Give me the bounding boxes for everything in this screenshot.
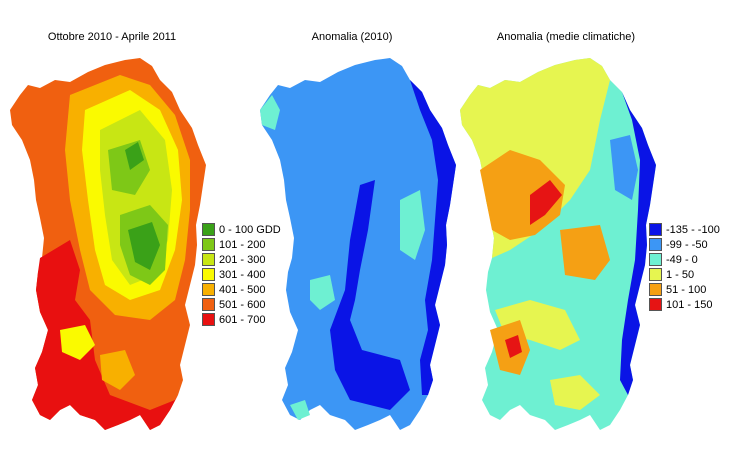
legend-label: -49 - 0 [666, 253, 698, 266]
map-title-anomaly-2010: Anomalia (2010) [311, 31, 393, 43]
legend-swatch [202, 268, 215, 281]
legend-swatch [649, 238, 662, 251]
legend-label: 301 - 400 [219, 268, 266, 281]
map-gdd [10, 58, 206, 430]
legend-item: -49 - 0 [649, 252, 720, 267]
legend-swatch [649, 253, 662, 266]
legend-label: 101 - 150 [666, 298, 713, 311]
legend-label: 501 - 600 [219, 298, 266, 311]
legend-swatch [202, 238, 215, 251]
legend-label: 401 - 500 [219, 283, 266, 296]
legend-item: 501 - 600 [202, 297, 281, 312]
legend-swatch [202, 223, 215, 236]
map-title-anomaly-climate: Anomalia (medie climatiche) [496, 31, 636, 43]
legend-swatch [202, 313, 215, 326]
legend-label: 601 - 700 [219, 313, 266, 326]
legend-gdd: 0 - 100 GDD 101 - 200 201 - 300 301 - 40… [202, 222, 281, 327]
legend-label: 201 - 300 [219, 253, 266, 266]
legend-swatch [649, 298, 662, 311]
legend-item: 1 - 50 [649, 267, 720, 282]
legend-item: 51 - 100 [649, 282, 720, 297]
legend-label: 101 - 200 [219, 238, 266, 251]
legend-item: 101 - 200 [202, 237, 281, 252]
legend-label: -135 - -100 [666, 223, 720, 236]
map-title-gdd: Ottobre 2010 - Aprile 2011 [47, 31, 177, 43]
legend-swatch [649, 283, 662, 296]
legend-item: 301 - 400 [202, 267, 281, 282]
legend-swatch [202, 283, 215, 296]
legend-item: 401 - 500 [202, 282, 281, 297]
legend-item: 0 - 100 GDD [202, 222, 281, 237]
legend-swatch [202, 298, 215, 311]
legend-item: 601 - 700 [202, 312, 281, 327]
legend-item: -99 - -50 [649, 237, 720, 252]
legend-anomaly-climate: -135 - -100 -99 - -50 -49 - 0 1 - 50 51 … [649, 222, 720, 312]
map-anomaly-climate [460, 58, 656, 430]
legend-label: 51 - 100 [666, 283, 707, 296]
legend-item: -135 - -100 [649, 222, 720, 237]
legend-item: 101 - 150 [649, 297, 720, 312]
legend-label: -99 - -50 [666, 238, 708, 251]
legend-swatch [202, 253, 215, 266]
legend-label: 0 - 100 GDD [219, 223, 281, 236]
legend-label: 1 - 50 [666, 268, 695, 281]
region-red-south [32, 240, 178, 430]
map-anomaly-2010 [260, 58, 456, 430]
legend-item: 201 - 300 [202, 252, 281, 267]
legend-swatch [649, 223, 662, 236]
legend-swatch [649, 268, 662, 281]
